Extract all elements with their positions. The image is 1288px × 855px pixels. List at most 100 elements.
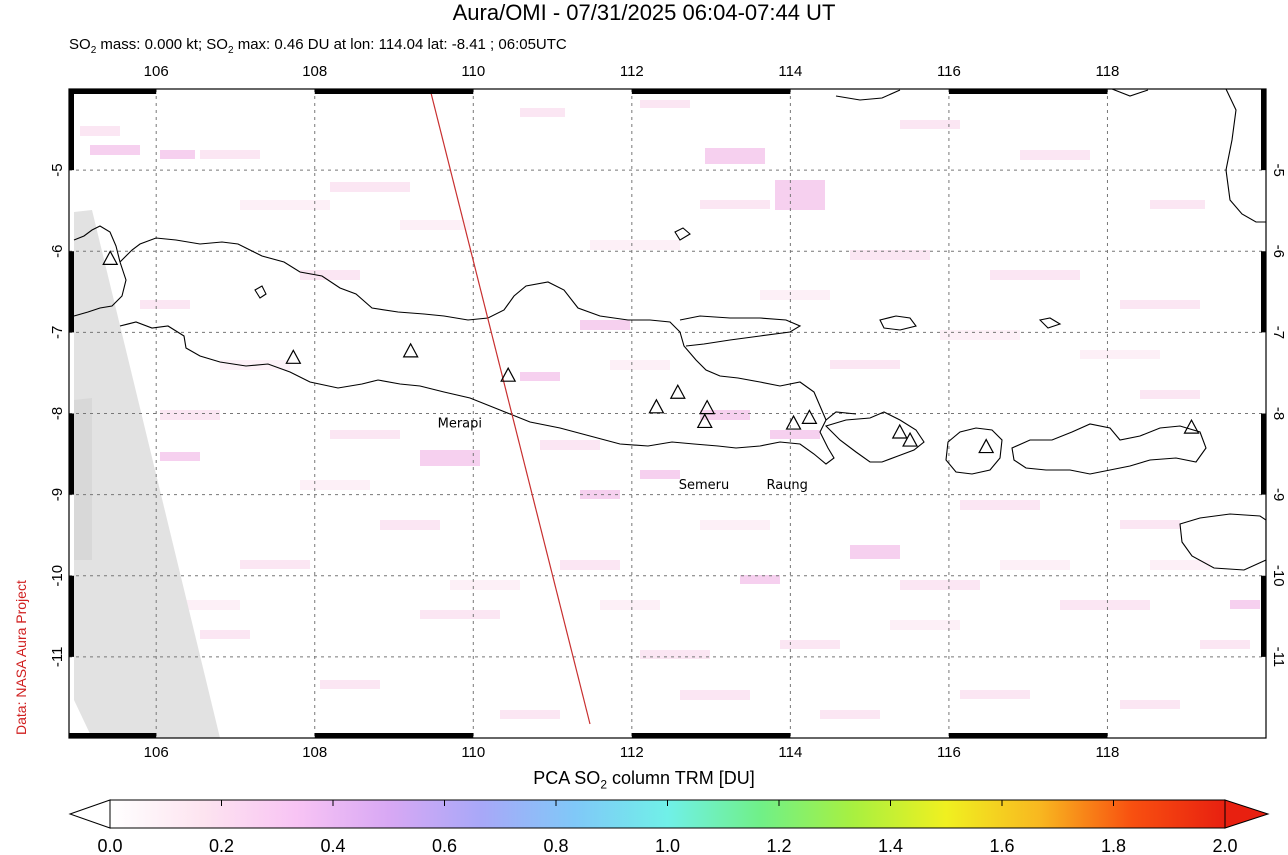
- lon-label-bottom: 118: [1095, 744, 1119, 761]
- coastline-kalimantan: [835, 89, 1266, 223]
- coastline-sumbawa: [1011, 423, 1207, 475]
- lat-label-right: -9: [1270, 488, 1287, 501]
- lon-label-bottom: 106: [144, 744, 169, 761]
- frame-tick-left: [69, 251, 74, 333]
- lat-label-left: -8: [49, 407, 66, 420]
- coastline-madura: [679, 315, 802, 347]
- colorbar-tick-labels: 0.0 0.2 0.4 0.6 0.8 1.0 1.2 1.4 1.6 1.8 2.0: [97, 800, 1238, 855]
- volcano-triangle-icon: [648, 398, 665, 414]
- volcano-triangle-icon: [1183, 418, 1200, 434]
- colorbar-tick-label: 1.2: [766, 836, 791, 855]
- colorbar-tick-label: 0.4: [320, 836, 345, 855]
- volcano-triangle-icon: [696, 413, 713, 429]
- colorbar-tick-label: 0.2: [209, 836, 234, 855]
- volcano-name-label: Raung: [766, 478, 807, 493]
- colorbar-tick-label: 1.4: [878, 836, 903, 855]
- colorbar: 0.0 0.2 0.4 0.6 0.8 1.0 1.2 1.4 1.6 1.8 2.0: [68, 799, 1270, 855]
- lat-label-right: -5: [1270, 163, 1287, 176]
- lat-label-right: -6: [1270, 245, 1287, 258]
- frame-tick-top: [948, 89, 1108, 94]
- frame-ticks: [69, 89, 1266, 738]
- lon-label-bottom: 116: [937, 744, 961, 761]
- swath-pink-3: [180, 200, 1210, 630]
- map-plot-area: [69, 89, 1266, 738]
- lon-label-top: 112: [620, 63, 644, 80]
- colorbar-tick-label: 1.0: [655, 836, 680, 855]
- swath-pink-2: [90, 145, 1260, 609]
- lat-label-right: -10: [1270, 565, 1287, 587]
- so2-swaths: [74, 100, 1260, 738]
- volcano-triangle-icon: [285, 349, 302, 364]
- volcano-triangle-icon: [102, 250, 119, 265]
- frame-tick-right: [1261, 89, 1266, 171]
- frame-tick-right: [1261, 251, 1266, 333]
- lon-label-top: 118: [1095, 63, 1119, 80]
- lon-label-top: 116: [937, 63, 961, 80]
- colorbar-max-arrow: [1224, 799, 1270, 829]
- lon-label-bottom: 108: [302, 744, 327, 761]
- frame-tick-top: [314, 89, 474, 94]
- colorbar-title: PCA SO2 column TRM [DU]: [533, 768, 755, 792]
- colorbar-tick-label: 0.8: [543, 836, 568, 855]
- lon-label-top: 108: [302, 63, 327, 80]
- orbit-track: [429, 88, 591, 725]
- colorbar-tick-label: 0.6: [432, 836, 457, 855]
- volcano-triangle-icon: [902, 431, 919, 447]
- frame-tick-left: [69, 89, 74, 171]
- no-data-region-edge: [74, 398, 92, 560]
- coastline-java-north: [119, 237, 857, 421]
- lon-label-top: 114: [778, 63, 802, 80]
- swath-pink-1: [80, 100, 1250, 719]
- frame-tick-right: [1261, 575, 1266, 657]
- so2-summary: SO2 mass: 0.000 kt; SO2 max: 0.46 DU at …: [69, 36, 567, 56]
- lat-label-left: -7: [49, 326, 66, 339]
- lon-label-bottom: 114: [778, 744, 802, 761]
- colorbar-tick-label: 1.8: [1101, 836, 1126, 855]
- volcano-name-label: Semeru: [679, 478, 730, 493]
- lat-label-left: -6: [49, 245, 66, 258]
- coastline-islands-north: [254, 227, 1062, 331]
- coastline-sumba: [1179, 513, 1266, 571]
- volcano-triangle-icon: [801, 409, 818, 424]
- volcano-triangle-icon: [978, 438, 995, 454]
- graticule: [69, 89, 1266, 738]
- frame-tick-bottom: [948, 733, 1108, 738]
- lon-label-top: 110: [461, 63, 485, 80]
- lon-label-bottom: 110: [461, 744, 485, 761]
- colorbar-tick-label: 2.0: [1212, 836, 1237, 855]
- frame-tick-right: [1261, 413, 1266, 495]
- volcano-triangle-icon: [699, 399, 716, 415]
- volcano-labels: Merapi Semeru Raung: [438, 416, 808, 493]
- lon-label-top: 106: [144, 63, 169, 80]
- volcano-triangle-icon: [891, 423, 908, 439]
- colorbar-tick-label: 1.6: [989, 836, 1014, 855]
- colorbar-min-arrow: [68, 799, 111, 829]
- lat-label-right: -11: [1270, 647, 1287, 668]
- frame-tick-top: [69, 89, 157, 94]
- lat-label-left: -11: [49, 647, 66, 668]
- frame-tick-bottom: [631, 733, 791, 738]
- volcano-triangle-icon: [500, 366, 517, 382]
- lon-label-bottom: 112: [620, 744, 644, 761]
- lat-label-right: -7: [1270, 326, 1287, 339]
- lat-label-right: -8: [1270, 407, 1287, 420]
- lat-label-left: -9: [49, 488, 66, 501]
- lat-label-left: -5: [49, 163, 66, 176]
- lat-label-left: -10: [49, 565, 66, 587]
- axis-tick-labels: 106 106 108 108 110 110 112 112 114 114 116 116 118 1…: [49, 63, 1287, 761]
- volcano-triangle-icon: [785, 414, 802, 430]
- frame-tick-left: [69, 575, 74, 657]
- coastline-bali: [824, 411, 925, 463]
- frame-tick-top: [631, 89, 791, 94]
- colorbar-tick-label: 0.0: [97, 836, 122, 855]
- frame-tick-bottom: [314, 733, 474, 738]
- volcano-markers: [102, 250, 1200, 454]
- coastline-lombok: [945, 427, 1003, 475]
- coastlines: [73, 89, 1266, 571]
- frame-tick-left: [69, 413, 74, 495]
- no-data-region: [74, 210, 220, 738]
- coastline-java-south: [119, 321, 835, 465]
- volcano-triangle-icon: [402, 342, 419, 358]
- volcano-name-label: Merapi: [438, 416, 482, 431]
